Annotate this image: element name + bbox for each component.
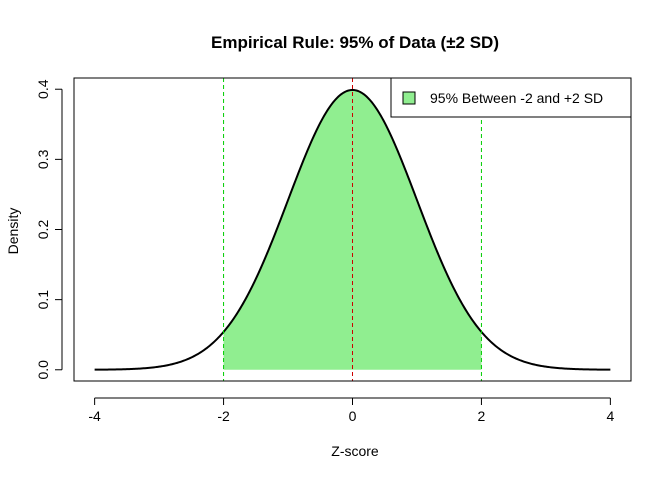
x-tick-label: 4 [606, 408, 614, 424]
legend: 95% Between -2 and +2 SD [390, 77, 632, 118]
x-tick-label: 0 [349, 408, 357, 424]
y-axis-label: Density [5, 208, 21, 255]
x-axis-label: Z-score [331, 443, 379, 459]
legend-box [390, 77, 632, 118]
density-curve [94, 88, 611, 371]
x-tick-label: -2 [217, 408, 230, 424]
y-tick-label: 0.1 [35, 290, 51, 310]
x-tick-label: -4 [88, 408, 101, 424]
y-tick-label: 0.2 [35, 220, 51, 240]
plot-frame [73, 77, 632, 382]
y-tick-label: 0.3 [35, 149, 51, 169]
y-tick-label: 0.0 [35, 360, 51, 380]
legend-swatch [402, 91, 416, 105]
legend-entry-label: 95% Between -2 and +2 SD [430, 90, 603, 106]
chart-title: Empirical Rule: 95% of Data (±2 SD) [211, 33, 499, 52]
plot-layer: -4 -2 0 2 4 0.0 0.1 0.2 0.3 0.4 [35, 77, 632, 424]
shaded-region [223, 89, 482, 370]
x-tick-label: 2 [478, 408, 486, 424]
y-tick-label: 0.4 [35, 79, 51, 99]
